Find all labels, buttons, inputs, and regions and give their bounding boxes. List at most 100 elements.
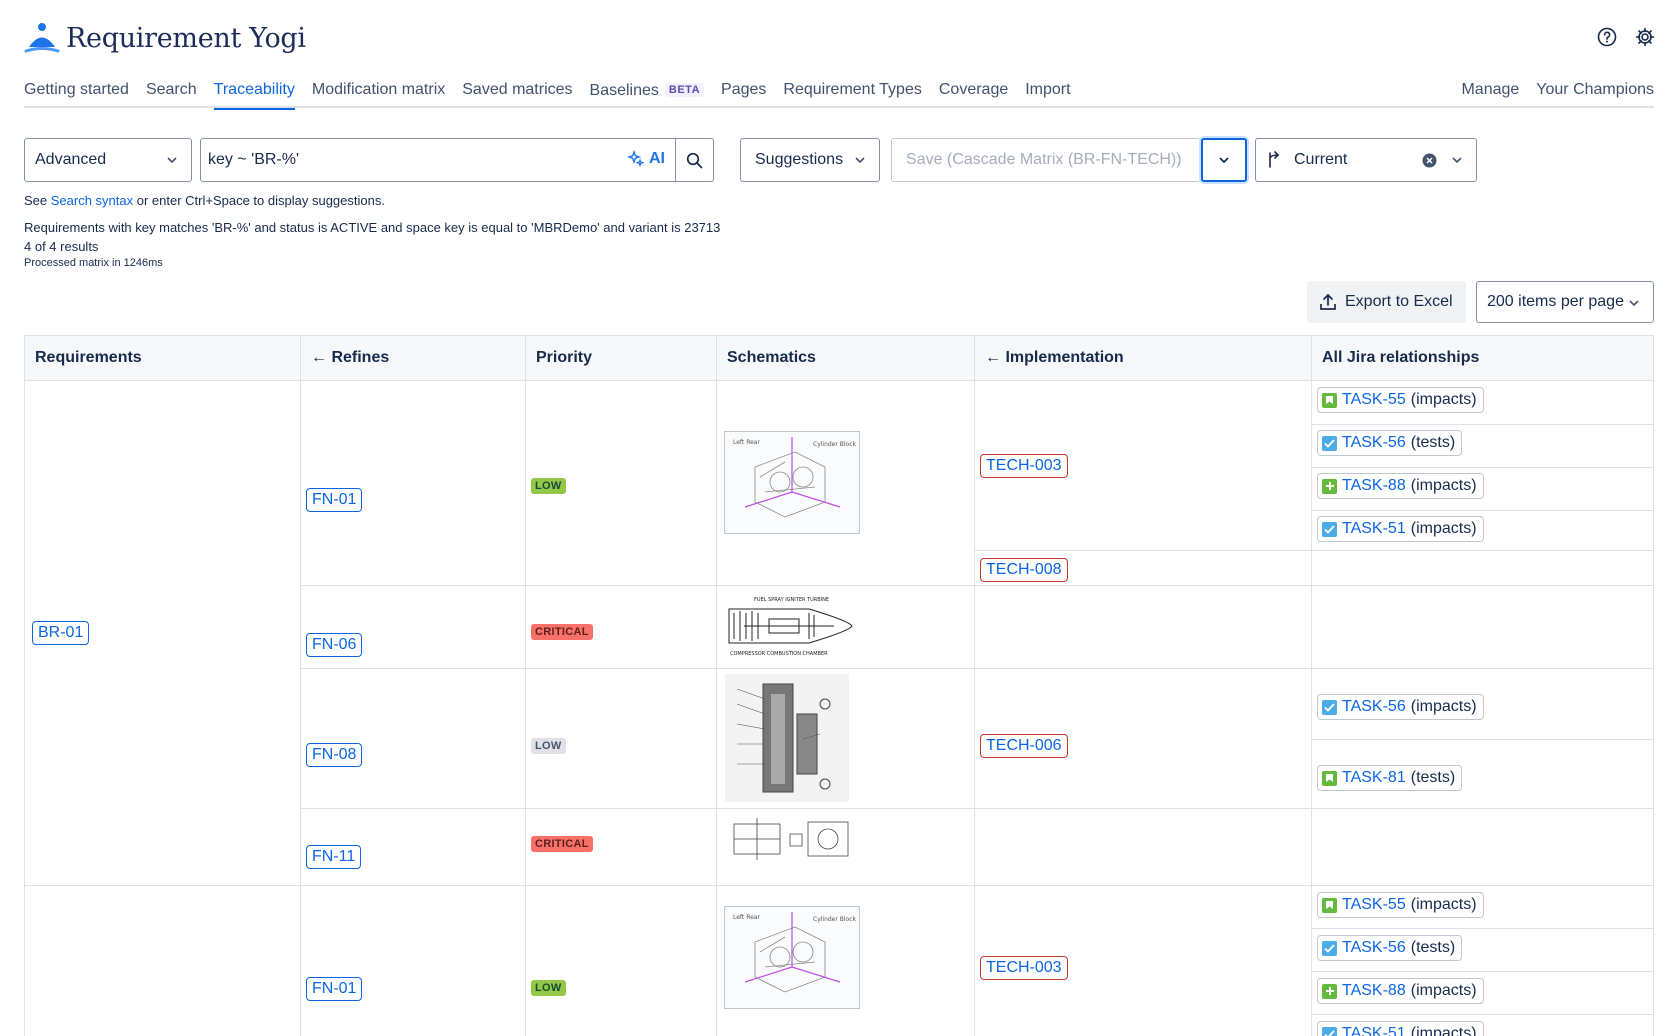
search-mode-select[interactable]: Advanced [24,138,192,182]
requirement-link[interactable]: BR-01 [32,621,90,645]
priority-cell [526,669,717,809]
jira-cell [1312,669,1653,809]
chevron-down-icon [1452,157,1462,164]
mechanical-drawing-schematic-image[interactable] [730,816,854,862]
header-jira-relationships[interactable]: All Jira relationships [1312,336,1653,381]
priority-cell [526,886,717,1036]
tab-search[interactable]: Search [145,81,197,98]
header-priority[interactable]: Priority [526,336,717,381]
requirement-cell [25,381,301,886]
header-implementation[interactable]: ← Implementation [975,336,1312,381]
jira-relationship[interactable]: TASK-55 (impacts) [1317,387,1484,413]
implementation-link[interactable]: TECH-003 [980,956,1068,980]
tab-your-champions[interactable]: Your Champions [1536,81,1654,98]
engine-block-schematic-image[interactable]: Left Rear Cylinder Block [724,906,860,1009]
suggestions-button[interactable]: Suggestions [740,138,880,182]
engine-block-schematic-image[interactable]: Left Rear Cylinder Block [724,431,860,534]
jira-key: TASK-55 [1342,391,1406,408]
save-options-button[interactable] [1201,138,1247,182]
jira-key: TASK-51 [1342,1025,1406,1036]
help-icon[interactable] [1596,26,1618,48]
priority-cell [526,809,717,886]
chevron-down-icon [1629,300,1639,307]
settings-gear-icon[interactable] [1634,26,1656,48]
tab-coverage[interactable]: Coverage [938,81,1009,98]
tab-pages[interactable]: Pages [721,81,767,98]
header-refines[interactable]: ← Refines [301,336,526,381]
implementation-link[interactable]: TECH-003 [980,454,1068,478]
jira-cell [1312,809,1653,886]
task-checkbox-icon [1322,521,1337,537]
tab-baselines[interactable]: Baselines BETA [590,78,705,108]
hint-prefix: See [24,193,51,208]
header-requirements[interactable]: Requirements [25,336,301,381]
tab-getting-started[interactable]: Getting started [24,81,129,98]
refines-cell [301,381,526,586]
priority-badge: LOW [531,478,566,494]
refines-cell [301,886,526,1036]
suggestions-label: Suggestions [755,151,844,168]
traceability-matrix: Requirements ← Refines Priority Schemati… [24,335,1654,1036]
ai-button[interactable]: AI [627,150,665,168]
export-label: Export to Excel [1345,293,1453,310]
jira-relationship[interactable]: TASK-55 (impacts) [1317,892,1484,918]
jira-relationship[interactable]: TASK-56 (tests) [1317,935,1463,961]
processing-time: Processed matrix in 1246ms [24,257,163,269]
jira-relationship[interactable]: TASK-81 (tests) [1317,765,1463,791]
jira-relationship[interactable]: TASK-88 (impacts) [1317,473,1484,499]
priority-cell [526,381,717,586]
improvement-plus-icon [1322,983,1337,999]
jira-relationship[interactable]: TASK-88 (impacts) [1317,978,1484,1004]
export-to-excel-button[interactable]: Export to Excel [1307,281,1466,323]
story-icon [1322,770,1337,786]
items-per-page-select[interactable]: 200 items per page [1476,281,1654,323]
tab-requirement-types[interactable]: Requirement Types [783,81,922,98]
query-description: Requirements with key matches 'BR-%' and… [24,220,721,235]
jira-relationship[interactable]: TASK-56 (tests) [1317,430,1463,456]
tab-manage[interactable]: Manage [1461,81,1520,98]
query-value: key ~ 'BR-%' [208,151,300,168]
refines-cell [301,586,526,669]
implementation-cell [975,809,1312,886]
hint-suffix: or enter Ctrl+Space to display suggestio… [133,193,385,208]
schematics-cell [717,586,975,669]
jira-relationship[interactable]: TASK-51 (impacts) [1317,1021,1484,1036]
branch-icon [1269,151,1280,168]
refines-link[interactable]: FN-01 [306,977,363,1001]
save-matrix-input[interactable]: Save (Cascade Matrix (BR-FN-TECH)) [891,138,1201,182]
implementation-link[interactable]: TECH-008 [980,558,1068,582]
implementation-link[interactable]: TECH-006 [980,734,1068,758]
jira-cell [1312,381,1653,551]
refines-link[interactable]: FN-08 [306,743,363,767]
tab-import[interactable]: Import [1025,81,1071,98]
refines-link[interactable]: FN-01 [306,488,363,512]
save-matrix-placeholder: Save (Cascade Matrix (BR-FN-TECH)) [906,151,1182,168]
search-syntax-link[interactable]: Search syntax [50,193,134,208]
cylinder-schematic-image[interactable] [725,674,849,802]
jira-relationship[interactable]: TASK-56 (impacts) [1317,694,1484,720]
jira-key: TASK-56 [1342,698,1406,715]
tab-saved-matrices[interactable]: Saved matrices [462,81,573,98]
refines-link[interactable]: FN-11 [306,845,362,869]
app-header: Requirement Yogi [24,18,306,58]
jet-engine-schematic-image[interactable]: FUEL SPRAY IGNITER TURBINE COMPRESSOR COM… [724,591,854,661]
clear-icon[interactable] [1421,152,1438,169]
search-hint: See Search syntax or enter Ctrl+Space to… [24,193,385,208]
tab-traceability[interactable]: Traceability [213,78,296,110]
beta-badge: BETA [664,83,705,97]
jira-key: TASK-88 [1342,982,1406,999]
search-mode-value: Advanced [35,151,107,168]
jira-key: TASK-81 [1342,769,1406,786]
header-schematics[interactable]: Schematics [717,336,975,381]
jira-relation: (impacts) [1410,520,1477,537]
baseline-select[interactable]: Current [1255,138,1477,182]
search-button[interactable] [675,138,713,182]
svg-text:Left Rear: Left Rear [733,914,760,921]
refines-link[interactable]: FN-06 [306,633,363,657]
query-input[interactable]: key ~ 'BR-%' AI [200,138,714,182]
tab-baselines-label: Baselines [589,82,659,99]
jira-key: TASK-55 [1342,896,1406,913]
jira-relationship[interactable]: TASK-51 (impacts) [1317,516,1484,542]
task-checkbox-icon [1322,699,1337,715]
tab-modification-matrix[interactable]: Modification matrix [311,81,446,98]
